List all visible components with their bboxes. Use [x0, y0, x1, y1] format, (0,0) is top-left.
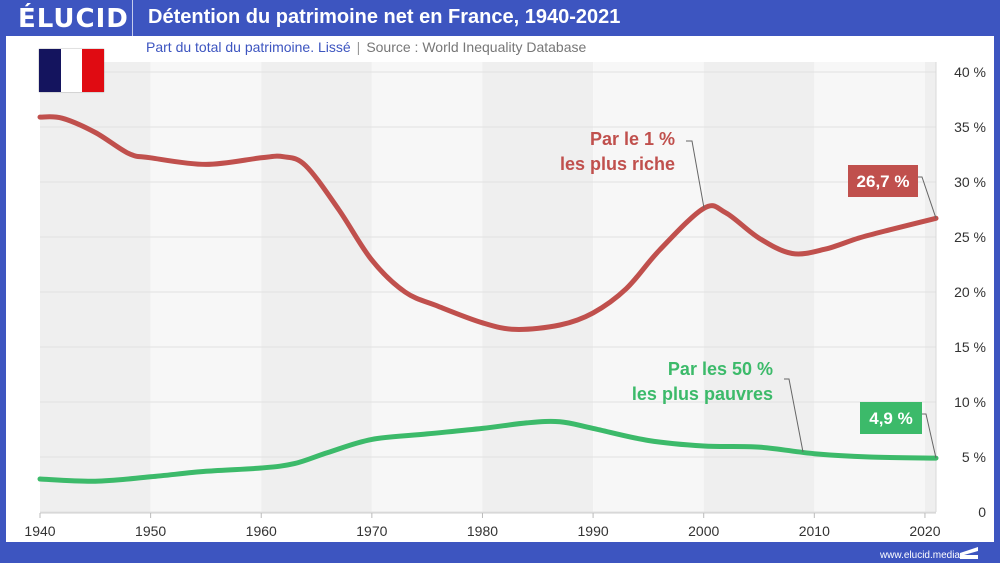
end-leader-line	[922, 413, 937, 459]
y-tick-label: 10 %	[954, 394, 986, 410]
end-leader-line	[918, 176, 937, 219]
x-tick-label: 2000	[688, 523, 719, 539]
y-tick-label: 5 %	[962, 449, 986, 465]
chart-title: Détention du patrimoine net en France, 1…	[148, 6, 621, 28]
grid-lines	[40, 62, 937, 513]
end-value-label: 26,7 %	[857, 172, 910, 191]
decade-band	[371, 62, 483, 512]
source-text: Source : World Inequality Database	[366, 39, 587, 55]
end-value-badge	[860, 402, 922, 434]
chart-subtitle: Part du total du patrimoine. Lissé | Sourc…	[146, 39, 586, 55]
subtitle-text: Part du total du patrimoine. Lissé	[146, 39, 351, 55]
header-bar: ÉLUCID Détention du patrimoine net en Fr…	[0, 0, 1000, 36]
brand-logo: ÉLUCID	[18, 4, 129, 34]
x-tick-label: 1950	[135, 523, 166, 539]
footer-url[interactable]: www.elucid.media	[879, 550, 960, 561]
decade-band	[261, 62, 372, 512]
decade-band	[924, 62, 936, 512]
y-tick-label: 30 %	[954, 174, 986, 190]
series-line-top1	[37, 114, 939, 332]
flag-stripe-blue	[39, 49, 61, 92]
annotations: Par le 1 % les plus riche 26,7 % Par les 50…	[560, 129, 937, 459]
subtitle-separator: |	[356, 39, 361, 55]
x-tick-label: 2020	[909, 523, 940, 539]
series-label: Par les 50 %	[668, 359, 773, 379]
series-label: les plus riche	[560, 154, 675, 174]
header-divider	[132, 0, 133, 36]
decade-band	[593, 62, 704, 512]
x-axis: 1940 1950 1960 1970 1980 1990 2000 2010 2020	[24, 512, 941, 539]
y-tick-label: 0	[978, 504, 986, 520]
y-axis: 0 5 % 10 % 15 % 20 % 25 % 30 % 35 % 40 %	[954, 64, 986, 520]
decade-band	[814, 62, 925, 512]
decade-band	[40, 62, 151, 512]
leader-line	[686, 140, 705, 209]
end-value-badge	[848, 165, 918, 197]
decade-band	[482, 62, 594, 512]
x-tick-label: 1980	[467, 523, 498, 539]
x-tick-label: 1960	[246, 523, 277, 539]
flag-stripe-white	[60, 49, 83, 92]
series-lines	[37, 114, 939, 484]
y-tick-label: 25 %	[954, 229, 986, 245]
x-tick-label: 1990	[578, 523, 609, 539]
x-tick-label: 1970	[356, 523, 387, 539]
y-tick-label: 40 %	[954, 64, 986, 80]
flag-stripe-red	[82, 49, 105, 92]
decade-band	[150, 62, 262, 512]
y-tick-label: 35 %	[954, 119, 986, 135]
y-tick-label: 15 %	[954, 339, 986, 355]
elucid-mark-icon	[960, 547, 978, 559]
series-line-bottom50	[37, 418, 939, 484]
y-tick-label: 20 %	[954, 284, 986, 300]
series-label: les plus pauvres	[632, 384, 773, 404]
france-flag-icon	[39, 49, 105, 92]
x-tick-label: 1940	[24, 523, 55, 539]
decade-band	[703, 62, 815, 512]
x-tick-label: 2010	[799, 523, 830, 539]
leader-line	[784, 378, 804, 453]
end-value-label: 4,9 %	[869, 409, 912, 428]
series-label: Par le 1 %	[590, 129, 675, 149]
